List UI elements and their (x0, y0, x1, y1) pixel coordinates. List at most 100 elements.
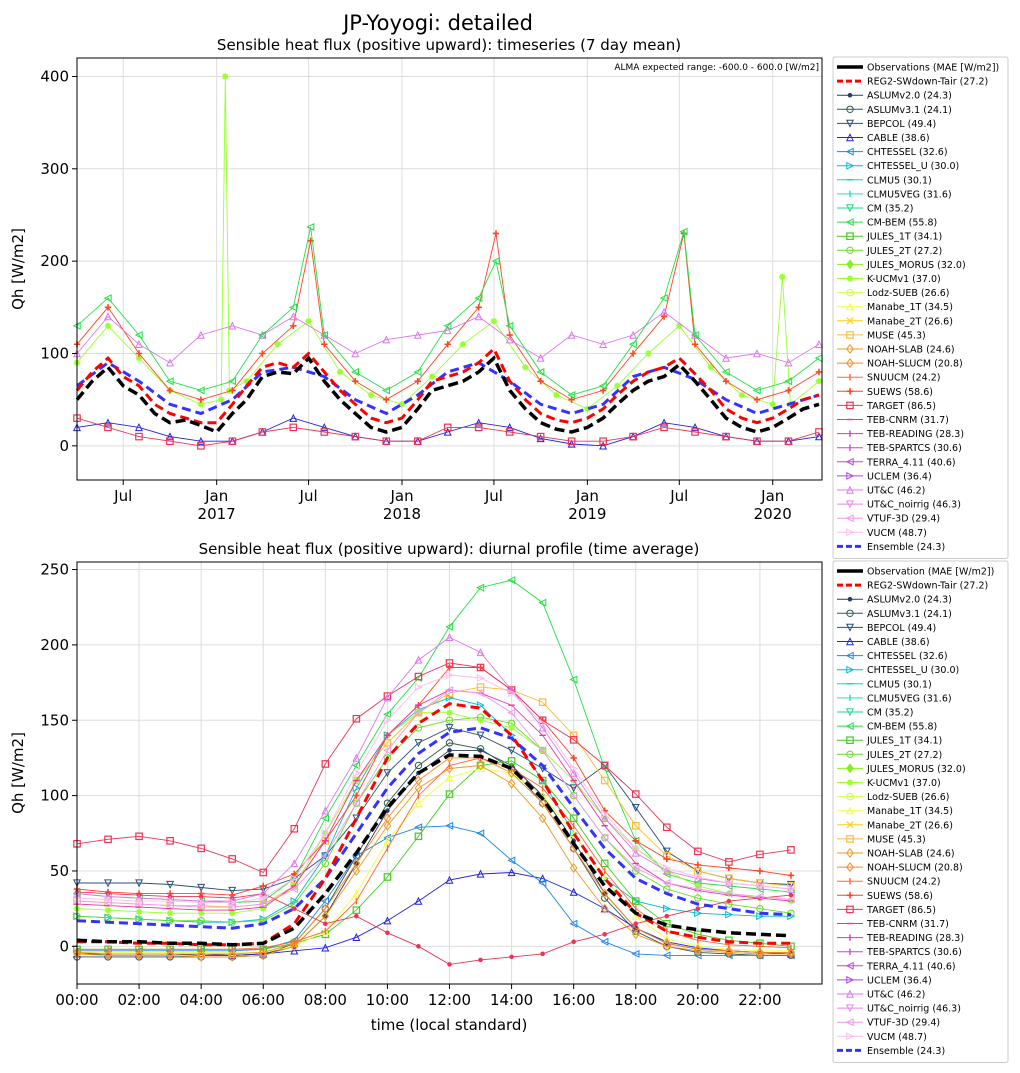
top-data-point (505, 423, 514, 432)
bottom-data-point (662, 823, 671, 832)
legend-label: ASLUMv2.0 (24.3) (867, 91, 952, 102)
bottom-data-point (787, 885, 796, 894)
legend-label: SNUUCM (24.2) (867, 373, 940, 384)
legend-marker (845, 147, 854, 156)
bottom-data-point (631, 803, 640, 812)
bottom-data-point (600, 903, 609, 914)
bottom-data-point (166, 837, 174, 845)
legend-marker (846, 358, 854, 369)
top-data-point (196, 386, 205, 395)
legend-label: CABLE (38.6) (867, 133, 930, 144)
bottom-data-point (725, 864, 733, 872)
top-data-point (319, 331, 329, 340)
top-data-point (660, 423, 668, 432)
legend-label: VTUF-3D (29.4) (867, 514, 940, 525)
top-data-point (196, 330, 205, 339)
bottom-data-point (321, 814, 330, 823)
legend-label: Observation (MAE [W/m2]) (867, 567, 994, 578)
legend-marker (846, 665, 855, 674)
bottom-data-point (290, 824, 299, 833)
legend-marker (846, 105, 854, 114)
bottom-data-point (352, 799, 361, 808)
legend-label: SUEWS (58.6) (867, 387, 933, 398)
bottom-data-point (538, 746, 547, 755)
bottom-data-point (321, 829, 330, 838)
legend-marker (846, 862, 854, 873)
top-data-point (336, 368, 344, 376)
legend-marker (845, 119, 855, 128)
legend-label: JULES_2T (27.2) (866, 750, 942, 761)
top-data-point (383, 396, 390, 403)
top-data-point (229, 387, 236, 394)
bottom-data-point (631, 923, 640, 932)
top-data-point (218, 396, 225, 403)
legend-label: VUCM (48.7) (867, 528, 927, 539)
top-data-point (459, 341, 467, 348)
bottom-data-point (135, 897, 144, 906)
bottom-data-point (538, 698, 547, 706)
top-data-point (753, 396, 761, 403)
top-data-point (398, 401, 406, 408)
top-data-point (629, 350, 637, 357)
top-data-point (135, 354, 143, 362)
top-data-point (258, 331, 267, 340)
top-data-point (691, 423, 700, 432)
bottom-series-line (76, 891, 792, 965)
bottom-data-point (602, 931, 608, 937)
top-data-point (505, 428, 514, 436)
bottom-data-point (197, 909, 205, 917)
top-data-point (679, 227, 688, 236)
legend-marker (845, 623, 855, 632)
top-data-point (474, 294, 483, 303)
bottom-data-point (352, 714, 361, 723)
top-data-point (243, 377, 250, 385)
bottom-data-point (352, 753, 361, 762)
bottom-data-point (631, 923, 640, 934)
bottom-series-line (76, 697, 791, 923)
bottom-data-point (756, 850, 764, 859)
top-data-point (196, 436, 205, 445)
bottom-data-point (569, 919, 578, 928)
bottom-series-line (77, 825, 791, 956)
bottom-data-point (507, 767, 516, 779)
bottom-data-point (354, 913, 359, 919)
bottom-data-point (476, 583, 485, 592)
legend-marker (846, 388, 854, 395)
legend-label: K-UCMv1 (37.0) (867, 274, 941, 285)
top-data-point (413, 367, 422, 376)
legend-label: Manabe_1T (34.5) (867, 806, 953, 817)
bottom-data-point (693, 874, 702, 883)
top-data-point (474, 418, 483, 427)
bottom-data-point (321, 859, 330, 868)
top-data-point (491, 257, 500, 266)
bottom-data-point (507, 708, 516, 717)
top-data-point (305, 317, 312, 325)
legend-label: Lodz-SUEB (26.6) (867, 288, 949, 299)
bottom-y-tick-label: 250 (40, 561, 69, 579)
legend-marker (845, 989, 855, 998)
bottom-data-point (756, 882, 765, 891)
bottom-x-tick-label: 02:00 (117, 991, 160, 1009)
legend-marker (845, 500, 855, 509)
bottom-data-point (632, 844, 641, 853)
top-data-point (135, 432, 143, 441)
top-data-point (568, 396, 575, 403)
bottom-data-point (569, 791, 578, 800)
top-y-tick-label: 200 (40, 252, 69, 270)
bottom-legend: Observation (MAE [W/m2]) REG2-SWdown-Tair… (832, 560, 1009, 1063)
bottom-data-point (631, 949, 640, 958)
top-data-point (274, 341, 281, 348)
bottom-data-point (383, 916, 392, 925)
bottom-data-point (352, 932, 361, 941)
bottom-data-point (414, 775, 423, 786)
bottom-data-point (104, 835, 112, 844)
bottom-data-point (569, 784, 578, 793)
top-data-point (381, 386, 390, 395)
top-data-point (522, 364, 529, 371)
bottom-data-point (507, 768, 516, 777)
bottom-data-point (197, 898, 206, 907)
bottom-data-point (321, 943, 330, 952)
legend-label: CHTESSEL_U (30.0) (867, 665, 959, 676)
bottom-data-point (414, 823, 423, 832)
legend-label: CHTESSEL (32.6) (867, 651, 948, 662)
